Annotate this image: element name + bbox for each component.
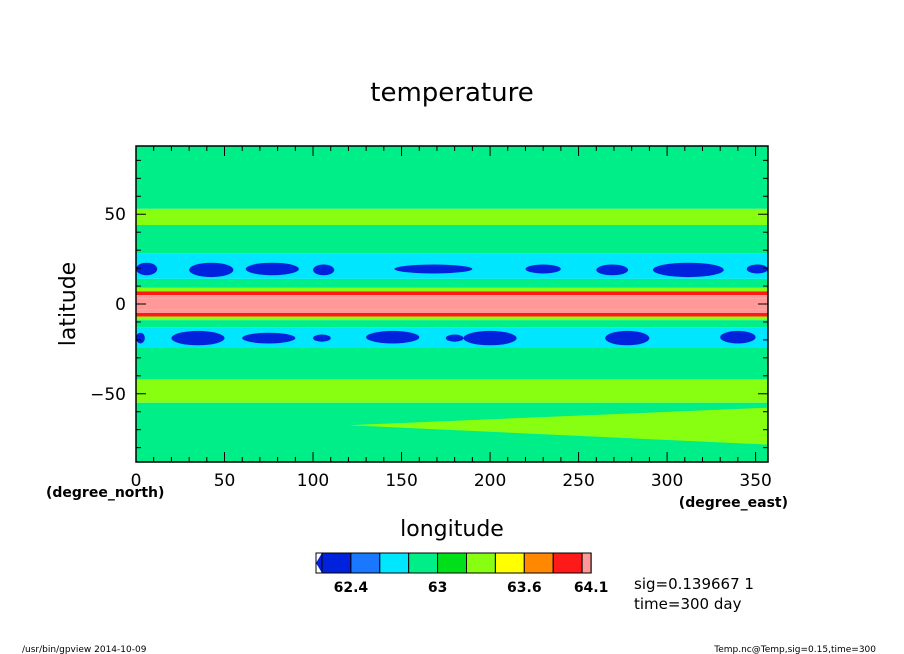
contour-band [136, 209, 768, 225]
colorbar-cap [316, 553, 322, 573]
colorbar-box [524, 553, 553, 573]
contour-band [136, 320, 768, 327]
contour-cell [464, 331, 517, 345]
contour-cell [136, 263, 157, 276]
contour-cell [720, 331, 755, 344]
colorbar-box [380, 553, 409, 573]
colorbar-label: 64.1 [574, 580, 609, 596]
contour-cell [747, 265, 768, 274]
colorbar-box [322, 553, 351, 573]
colorbar-label: 62.4 [334, 580, 369, 596]
x-axis-label: longitude [400, 517, 504, 542]
contour-band [136, 288, 768, 292]
contour-band [136, 146, 768, 209]
colorbar-box [409, 553, 438, 573]
contour-cell [525, 265, 560, 274]
x-tick-label: 100 [297, 471, 329, 491]
chart: temperature 0 50 100 150 200 250 300 350500−50 … [0, 0, 904, 654]
colorbar-box [438, 553, 467, 573]
contour-cell [246, 263, 299, 276]
x-tick-label: 250 [562, 471, 594, 491]
colorbar: 62.4 63 63.6 64.1 [316, 553, 608, 596]
contour-band [136, 309, 768, 313]
contour-cell [171, 331, 224, 345]
contour-band [136, 299, 768, 310]
contour-cell [313, 265, 334, 276]
contour-band [136, 347, 768, 379]
colorbar-box [467, 553, 496, 573]
contour-band [136, 291, 768, 295]
contour-cell [313, 335, 331, 342]
contour-cell [366, 331, 419, 344]
x-tick-label: 50 [214, 471, 236, 491]
contour-cell [189, 263, 233, 277]
contour-band [136, 313, 768, 317]
contour-cell [653, 263, 724, 277]
contour-band [136, 317, 768, 321]
x-tick-label: 300 [651, 471, 683, 491]
x-tick-label: 350 [739, 471, 771, 491]
footer-left: /usr/bin/gpview 2014-10-09 [22, 645, 147, 654]
y-axis-label: latitude [56, 262, 81, 346]
sig-info: sig=0.139667 1 [634, 575, 754, 593]
x-tick-label: 200 [474, 471, 506, 491]
contour-band [136, 279, 768, 288]
x-tick-label: 150 [385, 471, 417, 491]
colorbar-box [553, 553, 582, 573]
time-info: time=300 day [634, 595, 742, 613]
contour-band [136, 225, 768, 254]
colorbar-box [582, 553, 591, 573]
colorbar-label: 63.6 [507, 580, 542, 596]
contour-cell [136, 333, 145, 344]
plot-area [136, 146, 768, 462]
footer-right: Temp.nc@Temp,sig=0.15,time=300 [713, 645, 876, 654]
y-tick-label: 50 [104, 205, 126, 225]
y-axis-unit: (degree_north) [46, 485, 164, 501]
chart-title: temperature [370, 78, 533, 108]
colorbar-box [495, 553, 524, 573]
contour-band [136, 379, 768, 402]
contour-cell [242, 333, 295, 344]
x-axis-unit: (degree_east) [679, 495, 788, 511]
colorbar-label: 63 [428, 580, 447, 596]
contour-cell [596, 265, 628, 276]
contour-band [136, 295, 768, 299]
contour-cell [446, 335, 464, 342]
y-tick-label: 0 [115, 295, 126, 315]
colorbar-box [351, 553, 380, 573]
contour-cell [605, 331, 649, 345]
contour-cell [394, 265, 472, 274]
y-tick-label: −50 [90, 385, 126, 405]
